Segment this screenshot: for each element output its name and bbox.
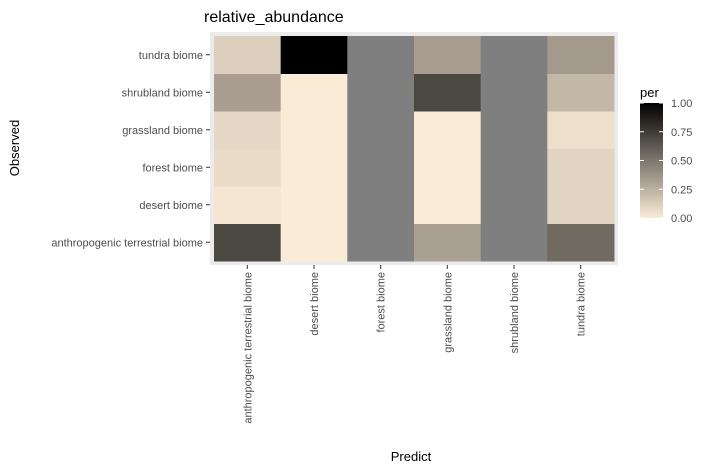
- heatmap-cell: [480, 73, 548, 112]
- heatmap-cell: [414, 36, 482, 74]
- heatmap-cell: [547, 36, 615, 74]
- chart-title: relative_abundance: [204, 9, 344, 26]
- heatmap-cell: [347, 111, 415, 149]
- legend-tick-label: 0.75: [671, 127, 692, 139]
- heatmap-cell: [347, 186, 415, 224]
- y-tick-label: tundra biome: [139, 50, 203, 62]
- x-tick-label: tundra biome: [576, 272, 588, 336]
- y-tick-label: shrubland biome: [122, 87, 203, 99]
- x-tick-label: forest biome: [376, 272, 388, 333]
- heatmap-cell: [214, 186, 282, 224]
- heatmap-cell: [547, 186, 615, 224]
- y-tick-label: forest biome: [142, 162, 203, 174]
- heatmap-cell: [414, 223, 482, 262]
- heatmap-cell: [414, 73, 482, 112]
- heatmap-cell: [214, 111, 282, 149]
- heatmap-cell: [214, 148, 282, 187]
- heatmap-cell: [547, 148, 615, 187]
- heatmap-cell: [347, 73, 415, 112]
- heatmap-cell: [214, 36, 282, 74]
- x-axis-title: Predict: [391, 449, 432, 464]
- heatmap-cell: [480, 148, 548, 187]
- heatmap-cell: [280, 223, 348, 262]
- heatmap-cell: [414, 111, 482, 149]
- heatmap-cell: [347, 148, 415, 187]
- heatmap-cell: [480, 36, 548, 74]
- heatmap-cell: [480, 186, 548, 224]
- y-axis-title: Observed: [7, 120, 22, 176]
- heatmap-cell: [280, 186, 348, 224]
- heatmap-cell: [280, 36, 348, 74]
- x-tick-label: grassland biome: [442, 272, 454, 353]
- y-tick-label: desert biome: [139, 200, 203, 212]
- heatmap-cell: [280, 148, 348, 187]
- x-tick-label: shrubland biome: [509, 272, 521, 353]
- y-tick-label: grassland biome: [122, 125, 203, 137]
- heatmap-cell: [214, 223, 282, 262]
- y-tick-label: anthropogenic terrestrial biome: [51, 237, 203, 249]
- legend-tick-label: 0.00: [671, 213, 692, 225]
- legend-colorbar: [640, 103, 663, 218]
- heatmap-cell: [480, 223, 548, 262]
- legend-title: per: [640, 85, 659, 100]
- heatmap-cell: [280, 111, 348, 149]
- heatmap-cell: [347, 223, 415, 262]
- heatmap-cell: [547, 223, 615, 262]
- heatmap-cell: [414, 186, 482, 224]
- heatmap-cell: [480, 111, 548, 149]
- legend-tick-label: 0.50: [671, 156, 692, 168]
- heatmap-cell: [347, 36, 415, 74]
- heatmap-cell: [547, 111, 615, 149]
- legend-tick-label: 0.25: [671, 184, 692, 196]
- heatmap-cell: [414, 148, 482, 187]
- x-tick-label: desert biome: [309, 272, 321, 336]
- heatmap-cell: [280, 73, 348, 112]
- x-tick-label: anthropogenic terrestrial biome: [242, 272, 254, 424]
- legend-tick-label: 1.00: [671, 98, 692, 110]
- heatmap-cell: [547, 73, 615, 112]
- heatmap-cell: [214, 73, 282, 112]
